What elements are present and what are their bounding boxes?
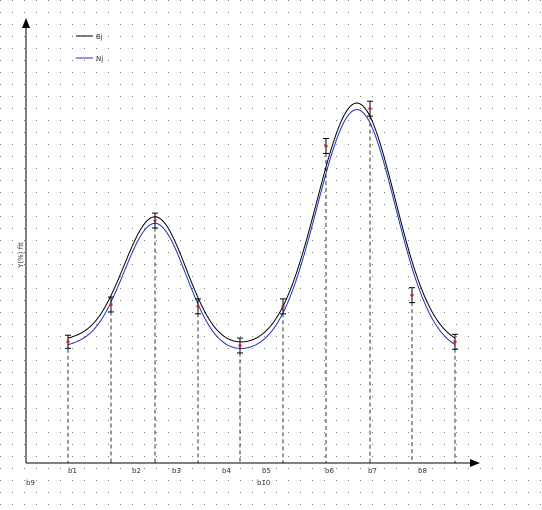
data-point (237, 337, 243, 354)
x-tick-label: b5 (262, 467, 271, 475)
x-tick-label: b8 (418, 467, 427, 475)
series-line-bj (67, 102, 456, 343)
data-point (152, 212, 158, 229)
x-tick-label: b3 (172, 467, 181, 475)
data-point (65, 334, 71, 349)
point-marker (410, 293, 414, 297)
data-point (280, 298, 286, 315)
data-point (108, 296, 114, 313)
data-point (195, 298, 201, 315)
drop-lines (67, 108, 456, 463)
point-marker (66, 340, 70, 344)
point-marker (281, 304, 285, 308)
legend-label-bj: Bj (96, 33, 103, 41)
point-marker (238, 343, 242, 348)
point-marker (109, 302, 113, 307)
y-axis-label: Y(%) fit (17, 242, 25, 269)
data-point (452, 333, 458, 350)
legend: Bj Nj (76, 33, 103, 63)
legend-label-nj: Nj (96, 55, 103, 63)
data-point (409, 287, 415, 304)
data-markers (65, 100, 458, 354)
point-marker (324, 144, 328, 148)
x-tick-label: b7 (368, 467, 377, 475)
x-tick-label: b6 (325, 467, 334, 475)
fit-curves (67, 102, 456, 349)
x-tick-label: b4 (222, 467, 231, 475)
point-marker (453, 340, 457, 344)
series-line-nj (67, 109, 456, 349)
x-tick-label: b1 (68, 467, 77, 475)
axes (22, 18, 480, 467)
data-point (367, 100, 373, 117)
x-axis-arrow (470, 459, 480, 467)
data-point (323, 137, 329, 154)
point-marker (368, 107, 372, 111)
y-axis-arrow (22, 18, 30, 28)
point-marker (196, 304, 200, 308)
x-tick-label-lower: b10 (257, 479, 270, 487)
x-tick-label-lower: b9 (26, 479, 35, 487)
x-tick-label: b2 (132, 467, 141, 475)
point-marker (153, 218, 157, 223)
x-tick-labels: b1 b2 b3 b4 b5 b6 b7 b8 b9 b10 (26, 467, 427, 487)
